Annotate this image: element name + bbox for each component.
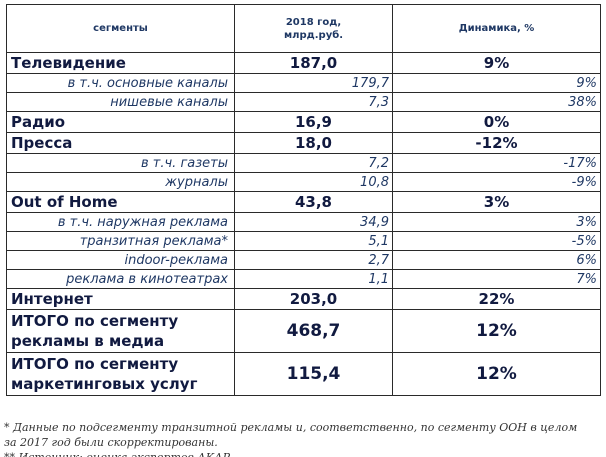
row-value: 7,3 [234, 92, 393, 112]
row-label: в т.ч. наружная реклама [6, 212, 235, 232]
row-change: 7% [392, 269, 601, 289]
row-change: 6% [392, 250, 601, 270]
segments-table: сегменты 2018 год, млрд.руб. Динамика, % … [6, 4, 601, 396]
row-change: -17% [392, 153, 601, 173]
table-row: Out of Home 43,8 3% [6, 191, 601, 213]
row-label: в т.ч. основные каналы [6, 73, 235, 93]
row-change: 22% [392, 288, 601, 310]
row-change: 3% [392, 191, 601, 213]
row-value: 187,0 [234, 52, 393, 74]
table-row: Пресса 18,0 -12% [6, 132, 601, 154]
row-label: ИТОГО по сегменту маркетинговых услуг [6, 352, 235, 396]
table-row: нишевые каналы 7,3 38% [6, 92, 601, 112]
table-header-row: сегменты 2018 год, млрд.руб. Динамика, % [6, 4, 601, 53]
table-row: журналы 10,8 -9% [6, 172, 601, 192]
table-row: транзитная реклама* 5,1 -5% [6, 231, 601, 251]
row-change: 9% [392, 73, 601, 93]
row-value: 179,7 [234, 73, 393, 93]
table-row: в т.ч. основные каналы 179,7 9% [6, 73, 601, 93]
row-label: транзитная реклама* [6, 231, 235, 251]
row-change: 12% [392, 352, 601, 396]
row-label: в т.ч. газеты [6, 153, 235, 173]
table-row: Интернет 203,0 22% [6, 288, 601, 310]
row-value: 7,2 [234, 153, 393, 173]
table-row: Телевидение 187,0 9% [6, 52, 601, 74]
row-label: журналы [6, 172, 235, 192]
footnote-line: * Данные по подсегменту транзитной рекла… [4, 421, 578, 434]
table-row: реклама в кинотеатрах 1,1 7% [6, 269, 601, 289]
row-change: -9% [392, 172, 601, 192]
row-change: 0% [392, 111, 601, 133]
header-dynamics: Динамика, % [392, 4, 601, 53]
header-segments: сегменты [6, 4, 235, 53]
table-row: в т.ч. газеты 7,2 -17% [6, 153, 601, 173]
row-value: 468,7 [234, 309, 393, 353]
row-value: 16,9 [234, 111, 393, 133]
row-change: 3% [392, 212, 601, 232]
row-value: 2,7 [234, 250, 393, 270]
row-value: 5,1 [234, 231, 393, 251]
row-change: -12% [392, 132, 601, 154]
row-label: реклама в кинотеатрах [6, 269, 235, 289]
row-label: Out of Home [6, 191, 235, 213]
table-row-total: ИТОГО по сегменту маркетинговых услуг 115… [6, 352, 601, 396]
row-label: indoor-реклама [6, 250, 235, 270]
row-value: 43,8 [234, 191, 393, 213]
row-change: 9% [392, 52, 601, 74]
row-label: Интернет [6, 288, 235, 310]
row-value: 34,9 [234, 212, 393, 232]
row-change: -5% [392, 231, 601, 251]
table-row: Радио 16,9 0% [6, 111, 601, 133]
row-label: ИТОГО по сегменту рекламы в медиа [6, 309, 235, 353]
row-value: 203,0 [234, 288, 393, 310]
row-label: Телевидение [6, 52, 235, 74]
row-value: 18,0 [234, 132, 393, 154]
footnote-line: за 2017 год были скорректированы. [4, 436, 218, 449]
row-value: 1,1 [234, 269, 393, 289]
table-row: indoor-реклама 2,7 6% [6, 250, 601, 270]
row-label: Радио [6, 111, 235, 133]
row-value: 115,4 [234, 352, 393, 396]
row-label: нишевые каналы [6, 92, 235, 112]
footnote: * Данные по подсегменту транзитной рекла… [4, 420, 604, 457]
table-row: в т.ч. наружная реклама 34,9 3% [6, 212, 601, 232]
header-year: 2018 год, млрд.руб. [234, 4, 393, 53]
row-value: 10,8 [234, 172, 393, 192]
row-label: Пресса [6, 132, 235, 154]
row-change: 12% [392, 309, 601, 353]
table-row-total: ИТОГО по сегменту рекламы в медиа 468,7 1… [6, 309, 601, 353]
row-change: 38% [392, 92, 601, 112]
footnote-line-cut: ** Источник: оценка экспертов АКАР [4, 450, 604, 457]
